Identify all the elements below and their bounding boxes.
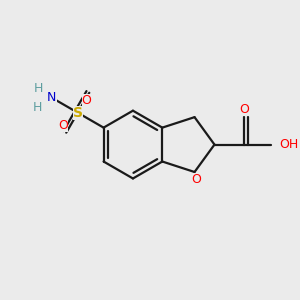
Text: O: O [82,94,92,107]
Text: H: H [32,101,42,114]
Text: S: S [73,106,83,120]
Text: OH: OH [280,138,299,151]
Text: O: O [239,103,249,116]
Text: N: N [47,91,57,104]
Text: O: O [58,118,68,132]
Text: H: H [34,82,43,95]
Text: O: O [191,173,201,186]
